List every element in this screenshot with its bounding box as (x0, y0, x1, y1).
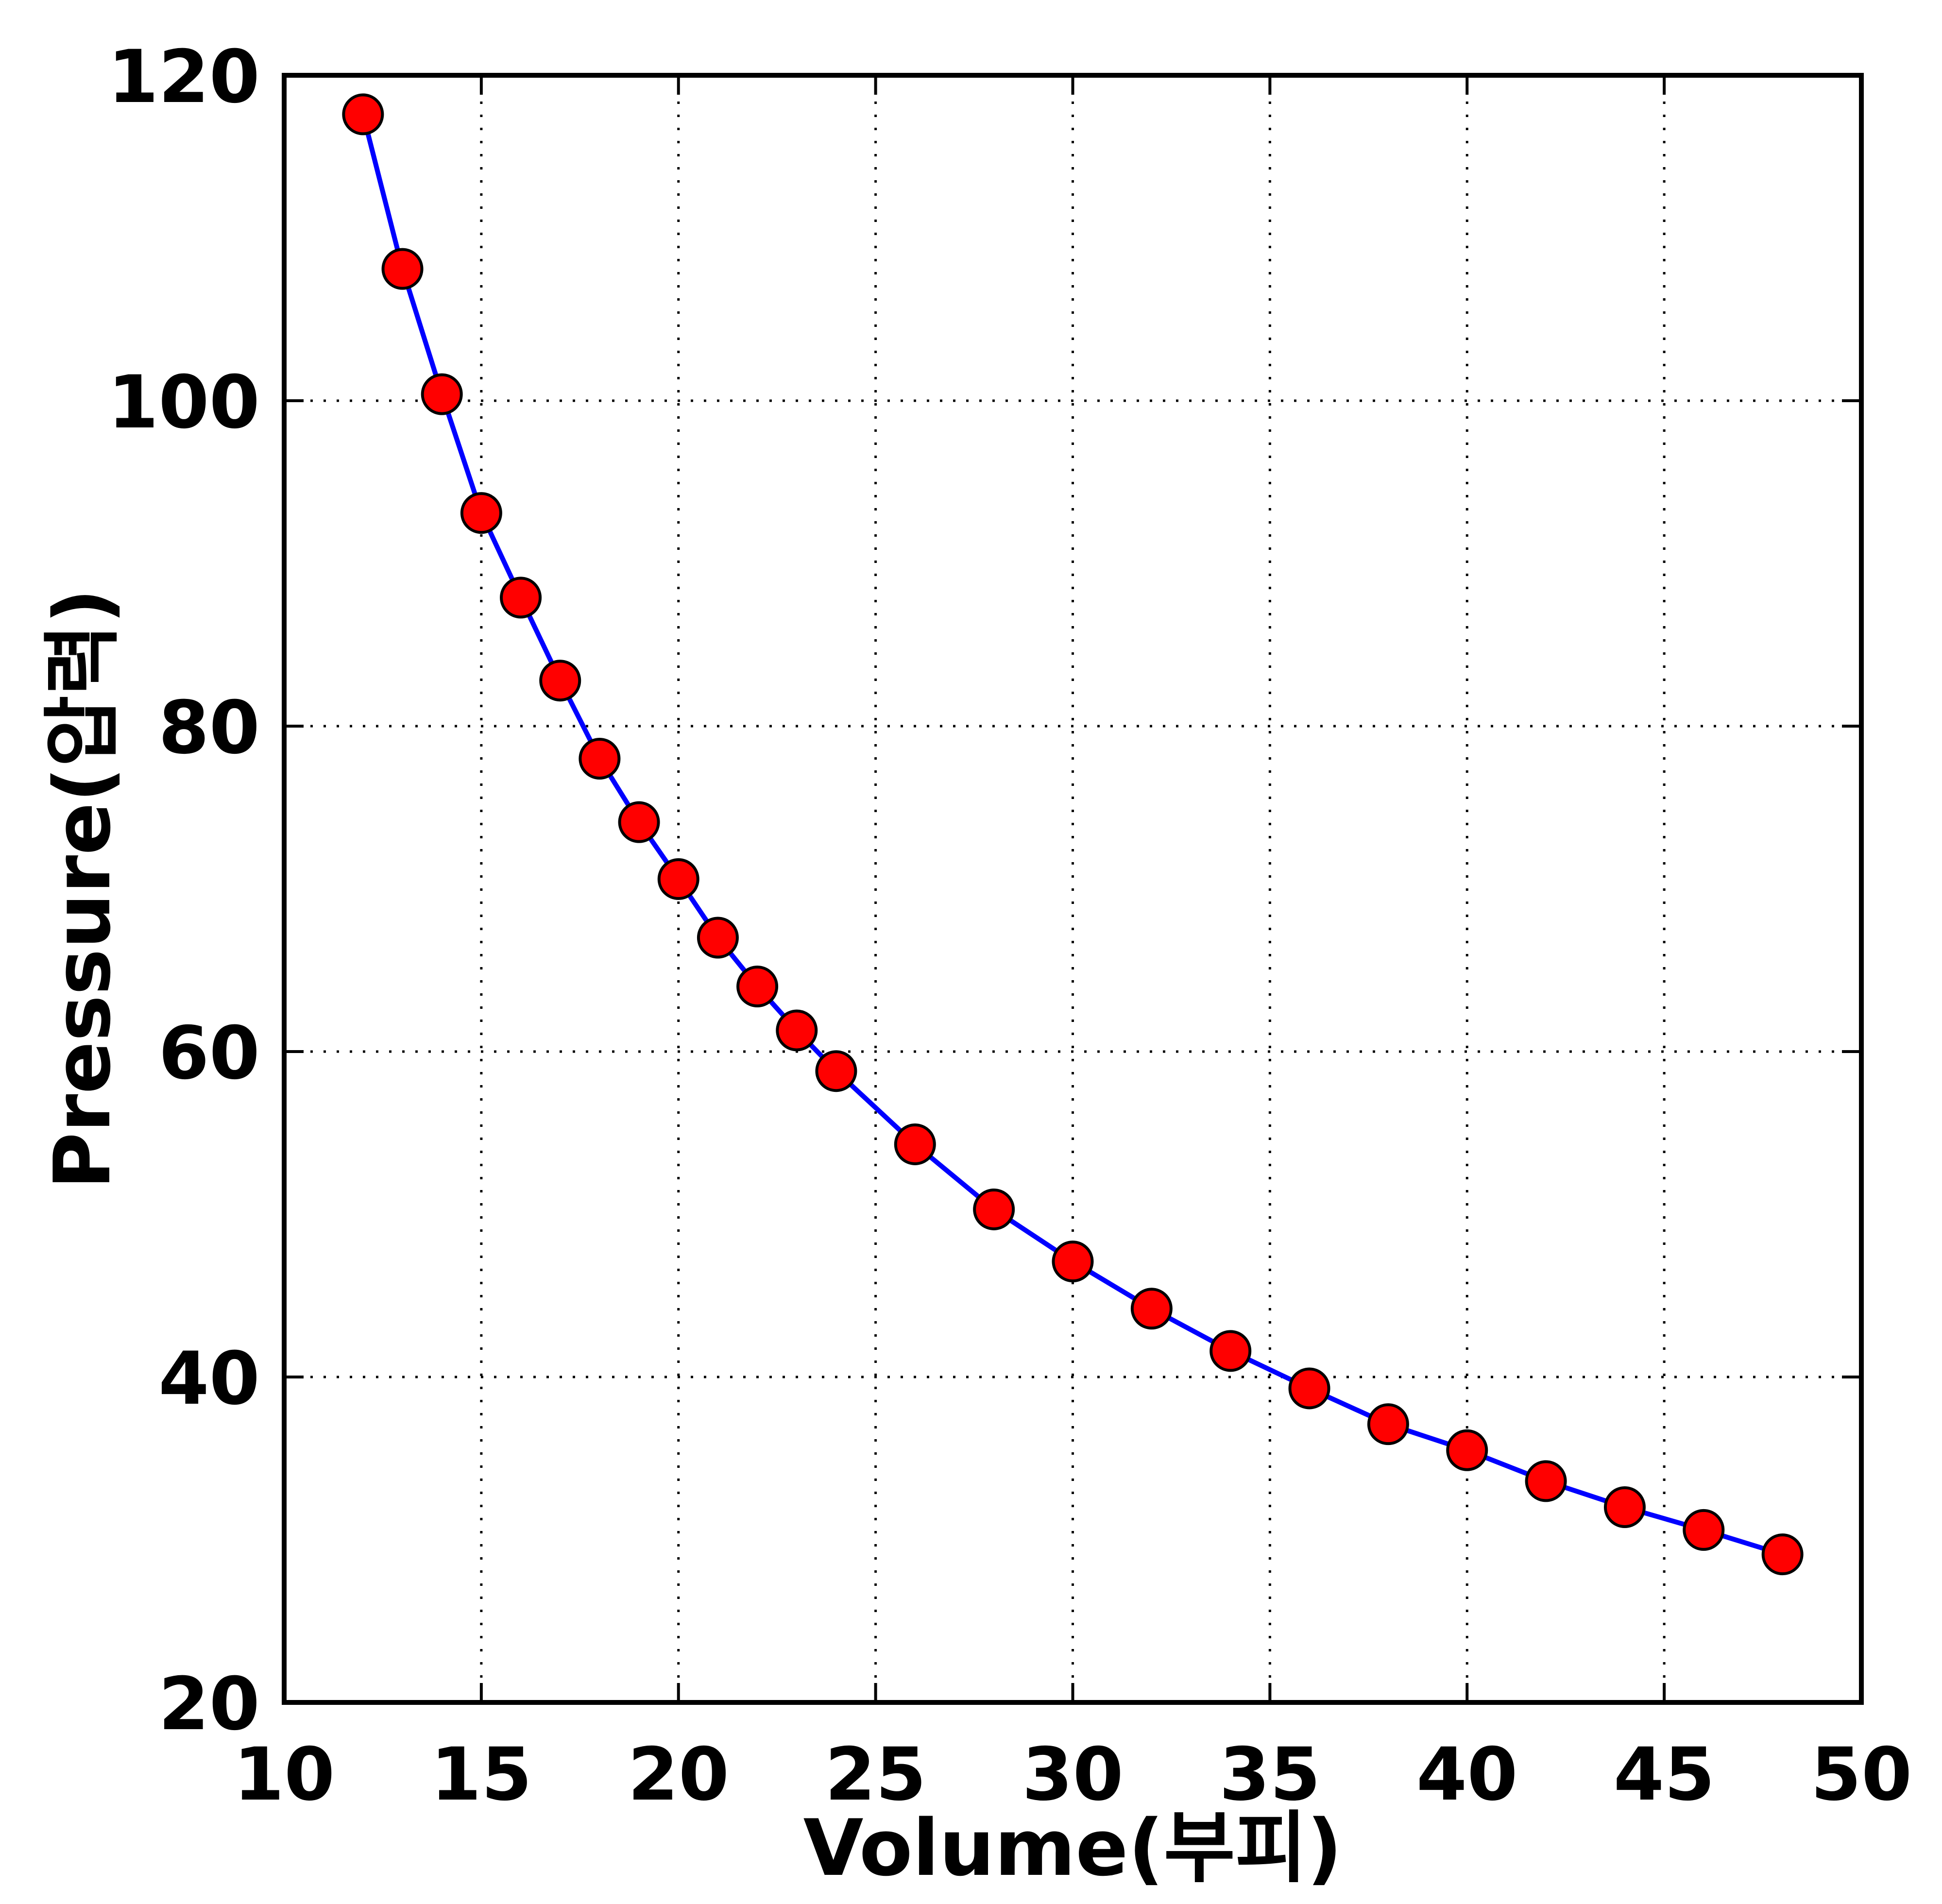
data-point (697, 917, 739, 959)
x-tick-label: 35 (1219, 1733, 1321, 1817)
data-point (894, 1123, 936, 1165)
data-point (1525, 1460, 1567, 1502)
tick-labels: 10 15 20 25 30 35 40 45 50 20 40 60 80 100 120 (108, 35, 1912, 1817)
data-point (618, 801, 660, 843)
data-point (736, 966, 779, 1007)
data-point (1761, 1533, 1804, 1576)
x-tick-label: 45 (1614, 1733, 1715, 1817)
y-tick-label: 20 (158, 1662, 260, 1747)
data-point (381, 248, 424, 290)
data-point (1683, 1509, 1725, 1551)
data-point (539, 660, 581, 702)
grid (284, 75, 1861, 1702)
data-point (1130, 1288, 1173, 1330)
x-tick-label: 30 (1022, 1733, 1124, 1817)
y-tick-label: 40 (158, 1337, 260, 1421)
data-point (657, 858, 699, 900)
y-tick-label: 80 (158, 686, 260, 770)
data-point (815, 1050, 857, 1092)
data-point (1288, 1367, 1330, 1410)
y-tick-label: 120 (108, 35, 260, 119)
data-point (776, 1009, 818, 1052)
x-tick-label: 10 (234, 1733, 335, 1817)
data-point (342, 93, 384, 136)
x-tick-label: 25 (825, 1733, 926, 1817)
data-point (421, 373, 463, 415)
data-point (973, 1188, 1015, 1230)
data-point (460, 492, 502, 534)
y-axis-title: Pressure(압력) (37, 588, 128, 1189)
x-tick-label: 20 (628, 1733, 729, 1817)
data-point (1446, 1429, 1488, 1471)
x-axis-title: Volume(부피) (803, 1802, 1343, 1893)
data-point (1209, 1330, 1252, 1372)
x-tick-label: 40 (1416, 1733, 1518, 1817)
data-point (1367, 1403, 1409, 1445)
data-point (1052, 1241, 1094, 1283)
x-tick-label: 15 (431, 1733, 532, 1817)
y-tick-label: 60 (158, 1011, 260, 1096)
data-point (1603, 1486, 1646, 1528)
data-point (500, 577, 542, 619)
series-line (360, 114, 1784, 1557)
x-tick-label: 50 (1811, 1733, 1912, 1817)
ticks (283, 74, 1863, 1704)
series (342, 93, 1804, 1576)
data-point (579, 738, 621, 780)
y-tick-label: 100 (108, 360, 260, 445)
